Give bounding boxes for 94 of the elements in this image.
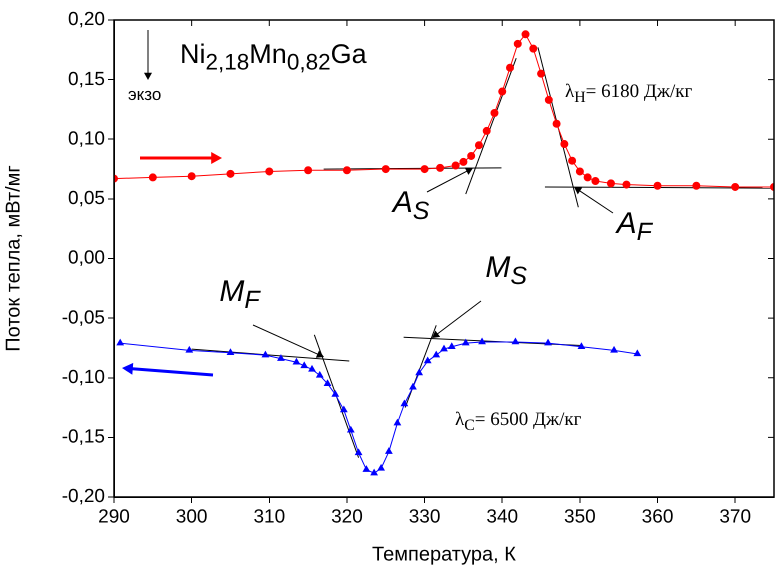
point: [452, 161, 460, 170]
point: [424, 357, 432, 364]
annotation: M$_{F}$: [219, 275, 260, 314]
annotation: A$_{F}$: [616, 206, 652, 246]
point: [584, 173, 592, 182]
point: [482, 126, 491, 135]
point: [512, 338, 519, 344]
point: [186, 346, 193, 353]
point: [382, 165, 390, 174]
point: [262, 351, 269, 358]
point: [420, 165, 429, 174]
point: [409, 383, 416, 390]
point: [560, 140, 568, 148]
x-tick-label: 360: [642, 506, 674, 528]
x-tick-label: 320: [331, 506, 363, 528]
point: [591, 176, 600, 185]
point: [654, 182, 662, 190]
point: [498, 88, 506, 96]
point: [300, 362, 308, 368]
point: [506, 64, 514, 72]
point: [316, 371, 324, 378]
y-tick-label: 0,10: [68, 128, 105, 150]
point: [552, 120, 561, 128]
point: [462, 339, 470, 346]
point: [459, 158, 468, 166]
point: [324, 380, 332, 386]
point: [308, 365, 316, 372]
point: [529, 44, 538, 53]
point: [226, 170, 234, 178]
point: [634, 350, 641, 356]
point: [188, 172, 196, 180]
annotation: M$_{S}$: [485, 251, 528, 290]
y-tick-label: 0,05: [68, 188, 105, 210]
y-tick-label: 0,15: [68, 68, 105, 90]
point: [544, 96, 553, 104]
point: [432, 351, 440, 358]
x-tick-label: 290: [98, 506, 130, 528]
y-tick-label: -0,15: [62, 426, 105, 448]
annotation: A$_{S}$: [392, 186, 430, 225]
y-tick-label: 0,20: [68, 9, 105, 30]
point: [568, 156, 576, 165]
point: [537, 70, 546, 78]
point: [378, 464, 385, 471]
point: [467, 152, 476, 160]
point: [355, 448, 362, 456]
point: [394, 419, 401, 426]
point: [400, 400, 408, 406]
point: [448, 342, 456, 349]
point: [606, 179, 615, 188]
annotation: экзо: [128, 85, 162, 105]
point: [544, 339, 552, 346]
x-tick-label: 330: [408, 506, 440, 528]
annotation: Ni$_{2,18}$Mn$_{0,82}$Ga: [180, 39, 367, 76]
point: [474, 141, 483, 150]
y-axis-title: Поток тепла, мВт/мг: [2, 165, 25, 352]
point: [362, 466, 370, 472]
point: [304, 166, 312, 174]
annotation: λ$_{C}$= 6500 Дж/кг: [455, 409, 582, 434]
point: [340, 406, 348, 412]
y-tick-label: -0,20: [62, 486, 105, 508]
point: [522, 30, 530, 38]
point: [277, 354, 284, 361]
point: [578, 342, 585, 349]
y-tick-label: -0,10: [62, 366, 105, 388]
point: [416, 368, 423, 376]
y-tick-label: -0,05: [62, 307, 105, 328]
point: [622, 180, 630, 189]
point: [576, 167, 584, 176]
x-tick-label: 370: [719, 506, 752, 528]
point: [731, 182, 740, 191]
x-tick-label: 310: [253, 506, 286, 528]
point: [347, 426, 354, 432]
point: [610, 346, 618, 353]
point: [332, 390, 339, 397]
point: [265, 167, 274, 176]
point: [478, 338, 486, 344]
point: [370, 469, 378, 476]
point: [116, 339, 124, 346]
point: [342, 166, 351, 174]
point: [292, 358, 300, 364]
x-tick-label: 340: [486, 506, 518, 528]
x-tick-label: 350: [564, 506, 596, 528]
point: [148, 173, 157, 182]
x-tick-label: 300: [176, 506, 208, 528]
point: [436, 164, 444, 172]
point: [490, 109, 498, 118]
point: [692, 182, 700, 190]
point: [385, 448, 392, 454]
point: [440, 345, 448, 352]
y-tick-label: 0,00: [68, 248, 105, 269]
point: [514, 40, 522, 48]
point: [226, 348, 234, 355]
x-axis-title: Температура, К: [372, 544, 516, 566]
annotation: λ$_{H}$= 6180 Дж/кг: [565, 81, 692, 106]
